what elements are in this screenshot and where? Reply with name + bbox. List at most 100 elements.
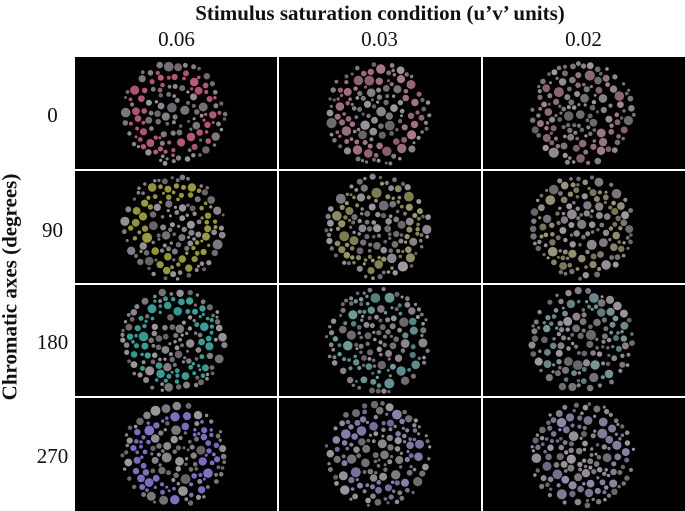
stimulus-dot [601,345,605,349]
stimulus-dot [147,304,157,314]
stimulus-dot [394,291,400,297]
stimulus-dot [345,192,349,196]
stimulus-dot [372,452,379,459]
stimulus-dot [414,251,418,256]
stimulus-dot [551,314,557,319]
stimulus-dot [152,474,160,482]
stimulus-dot [372,157,376,162]
stimulus-dot [572,123,577,128]
stimulus-dot [187,289,193,296]
stimulus-dot [147,204,154,210]
stimulus-dot [560,181,569,190]
stimulus-dot [558,269,563,275]
stimulus-dot [342,357,347,362]
stimulus-dot [359,350,363,354]
stimulus-dot [531,449,535,453]
stimulus-dot [141,225,149,232]
stimulus-dot [150,445,156,452]
stimulus-dot [622,241,626,245]
stimulus-dot [141,87,148,94]
stimulus-dot [586,479,595,488]
stimulus-dot [167,140,172,145]
stimulus-dot [363,176,367,181]
stimulus-dot [595,443,600,447]
stimulus-dot [595,202,604,211]
stimulus-dot [202,118,206,122]
stimulus-dot [355,156,361,162]
stimulus-dot [172,114,178,120]
stimulus-dot [384,484,392,492]
stimulus-dot [356,265,363,272]
stimulus-dot [406,80,416,89]
stimulus-dot [371,276,375,281]
stimulus-dot [381,270,386,275]
stimulus-dot [406,469,413,476]
stimulus-dot [124,433,129,437]
stimulus-dot [390,315,397,322]
stimulus-dot [582,179,588,186]
stimulus-dot [410,344,416,350]
stimulus-plate-r1-c2 [483,171,685,283]
stimulus-dot [147,183,157,192]
stimulus-dot [366,195,371,200]
stimulus-dot [170,495,180,505]
stimulus-dot [531,218,537,224]
stimulus-dot [385,112,393,120]
stimulus-dot [608,412,613,417]
stimulus-dot [155,70,160,76]
stimulus-dot [580,378,587,384]
stimulus-dot [416,199,422,204]
stimulus-dot [549,116,556,123]
stimulus-dot [153,203,161,211]
stimulus-dot [600,375,605,380]
stimulus-dot [607,353,611,357]
stimulus-dot [626,246,630,250]
stimulus-dot [209,324,214,329]
stimulus-dot [547,493,552,498]
stimulus-dot [170,176,174,180]
stimulus-dot [401,426,405,430]
stimulus-dot [588,221,596,228]
stimulus-dot [575,447,583,455]
stimulus-dot [156,369,165,379]
stimulus-dot [609,182,614,187]
stimulus-dot [538,349,542,353]
stimulus-dot [175,242,182,248]
stimulus-dot [354,419,361,426]
stimulus-dot [589,372,599,383]
stimulus-dot [144,352,151,359]
stimulus-dot [566,346,571,351]
stimulus-dot [370,98,374,102]
stimulus-dot [595,337,599,341]
stimulus-dot [574,498,582,506]
stimulus-dot [376,87,382,93]
stimulus-dot [578,243,582,247]
stimulus-dot [383,497,388,501]
stimulus-dot [170,435,178,444]
stimulus-dot [361,314,365,318]
stimulus-dot [584,134,588,138]
stimulus-dot [132,197,136,201]
stimulus-dot [162,324,168,331]
stimulus-dot [132,236,138,241]
stimulus-dot [420,327,427,334]
stimulus-dot [629,233,633,237]
stimulus-dot [183,356,187,360]
stimulus-dot [370,400,379,409]
stimulus-dot [192,308,198,315]
stimulus-dot [534,357,543,366]
stimulus-dot [193,411,203,420]
stimulus-dot [562,426,570,434]
stimulus-dot [360,318,364,322]
stimulus-dot [584,70,595,81]
stimulus-dot [360,120,370,130]
stimulus-dot [562,70,568,77]
stimulus-dot [367,468,374,475]
stimulus-dot [389,334,394,338]
stimulus-dot [188,467,194,472]
stimulus-dot [376,346,382,352]
stimulus-dot [138,212,148,221]
stimulus-dot [200,420,204,424]
stimulus-dot [348,366,353,371]
stimulus-dot [157,178,161,183]
